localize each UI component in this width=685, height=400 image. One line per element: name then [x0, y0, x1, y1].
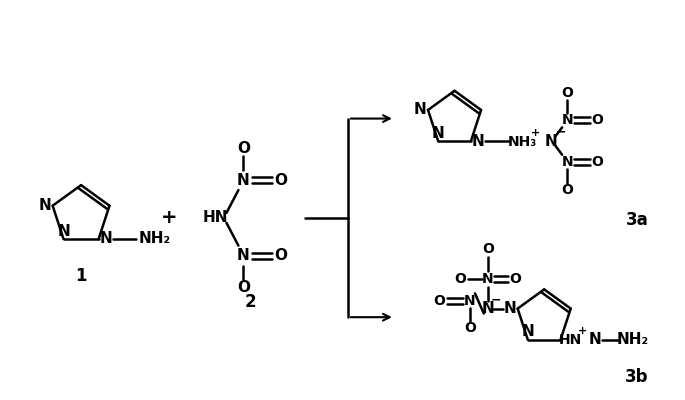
- Text: N: N: [589, 332, 602, 347]
- Text: N: N: [414, 102, 427, 118]
- Text: −: −: [556, 126, 566, 139]
- Text: N: N: [482, 301, 494, 316]
- Text: HN: HN: [203, 210, 228, 225]
- Text: O: O: [591, 114, 603, 128]
- Text: O: O: [237, 280, 250, 295]
- Text: O: O: [237, 141, 250, 156]
- Text: O: O: [510, 272, 521, 286]
- Text: −: −: [490, 293, 501, 306]
- Text: O: O: [561, 182, 573, 196]
- Text: N: N: [464, 294, 476, 308]
- Text: +: +: [160, 208, 177, 227]
- Text: N: N: [521, 324, 534, 339]
- Text: 2: 2: [245, 293, 256, 311]
- Text: N: N: [38, 198, 51, 213]
- Text: O: O: [433, 294, 445, 308]
- Text: N: N: [561, 155, 573, 169]
- Text: N: N: [237, 248, 250, 263]
- Text: O: O: [274, 248, 287, 263]
- Text: 3a: 3a: [625, 211, 648, 229]
- Text: +: +: [531, 128, 540, 138]
- Text: 1: 1: [75, 268, 87, 286]
- Text: O: O: [561, 86, 573, 100]
- Text: O: O: [464, 321, 476, 335]
- Text: NH₃: NH₃: [508, 135, 537, 149]
- Text: N: N: [561, 114, 573, 128]
- Text: O: O: [591, 155, 603, 169]
- Text: +: +: [578, 326, 587, 336]
- Text: N: N: [471, 134, 484, 148]
- Text: O: O: [274, 173, 287, 188]
- Text: O: O: [482, 242, 494, 256]
- Text: N: N: [432, 126, 445, 141]
- Text: HN: HN: [559, 333, 582, 347]
- Text: N: N: [545, 134, 557, 148]
- Text: NH₂: NH₂: [616, 332, 648, 347]
- Text: N: N: [237, 173, 250, 188]
- Text: N: N: [503, 301, 516, 316]
- Text: N: N: [57, 224, 70, 238]
- Text: O: O: [454, 272, 466, 286]
- Text: 3b: 3b: [625, 368, 649, 386]
- Text: N: N: [99, 232, 112, 246]
- Text: N: N: [482, 272, 494, 286]
- Text: NH₂: NH₂: [138, 232, 171, 246]
